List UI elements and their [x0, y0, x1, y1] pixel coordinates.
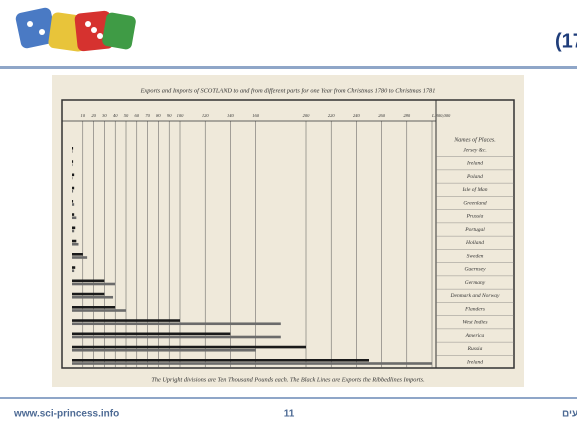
slide-title: מאזן הסחר אנגליה סקוטלנד (פלייפר 1786): [555, 30, 577, 52]
bar: [72, 147, 73, 150]
bar: [72, 174, 74, 177]
chart-caption: The Upright divisions are Ten Thousand P…: [151, 376, 424, 383]
x-tick-label: 100: [177, 113, 185, 118]
bar: [72, 253, 83, 256]
category-label: Greenland: [463, 200, 487, 206]
x-tick-label: 240: [353, 113, 361, 118]
x-tick-label: 160: [252, 113, 260, 118]
category-label: Ireland: [466, 359, 483, 365]
bar: [72, 359, 369, 362]
category-label: West Indies: [462, 320, 487, 326]
x-tick-label: 50: [124, 113, 129, 118]
category-label: Portugal: [464, 227, 485, 233]
header-rule: [0, 66, 577, 69]
column-header: Names of Places.: [453, 136, 496, 143]
x-tick-label: 70: [145, 113, 150, 118]
category-label: Denmark and Norway: [450, 293, 500, 299]
bar: [72, 227, 75, 230]
bar: [72, 177, 73, 180]
footer-website: www.sci-princess.info: [13, 409, 119, 420]
slide: מאזן הסחר אנגליה סקוטלנד (פלייפר 1786) E…: [0, 0, 577, 424]
x-tick-label: 260: [378, 113, 386, 118]
category-label: Ireland: [466, 161, 483, 167]
x-tick-label: 60: [135, 113, 140, 118]
bar: [72, 243, 78, 246]
category-label: Poland: [466, 174, 483, 180]
bar: [72, 160, 73, 163]
category-label: Prussia: [466, 214, 484, 220]
bar: [72, 280, 104, 283]
x-tick-label: 40: [113, 113, 118, 118]
bar: [72, 256, 87, 259]
chart-title: Exports and Imports of SCOTLAND to and f…: [140, 87, 436, 94]
category-label: Flanders: [464, 306, 485, 312]
bar: [72, 213, 74, 216]
bar: [72, 319, 180, 322]
footer-page: 11: [284, 409, 295, 420]
bar: [72, 296, 113, 299]
x-tick-label: 80: [156, 113, 161, 118]
x-tick-label: 10: [81, 113, 86, 118]
x-tick-label: 280: [403, 113, 411, 118]
category-label: Jersey &c.: [463, 147, 487, 153]
bar: [72, 306, 115, 309]
bar: [72, 322, 281, 325]
bar: [72, 240, 76, 243]
x-tick-label: 120: [202, 113, 210, 118]
bar: [72, 230, 74, 233]
category-label: Russia: [467, 346, 483, 352]
bar: [72, 336, 281, 339]
x-tick-label: 30: [102, 113, 107, 118]
bar: [72, 190, 73, 193]
bar: [72, 349, 256, 352]
bar: [72, 362, 432, 365]
x-tick-label: 90: [167, 113, 172, 118]
category-label: Isle of Man: [461, 186, 487, 193]
footer-brand: נסיכת המדעים: [562, 409, 577, 420]
bar: [72, 163, 73, 166]
category-label: Sweden: [467, 253, 484, 259]
x-tick-label: 220: [328, 113, 336, 118]
bar: [72, 309, 126, 312]
bar: [72, 346, 306, 349]
bar: [72, 333, 230, 336]
bar: [72, 150, 73, 153]
category-label: America: [465, 333, 485, 339]
bar: [72, 203, 74, 206]
x-tick-label: 140: [227, 113, 235, 118]
category-label: Holland: [465, 240, 484, 246]
chart-image: [52, 75, 524, 387]
bar: [72, 200, 73, 203]
x-tick-label: 200: [303, 113, 311, 118]
bar: [72, 266, 75, 269]
bar: [72, 283, 115, 286]
page: מאזן הסחר אנגליה סקוטלנד (פלייפר 1786) E…: [0, 0, 577, 424]
bar: [72, 293, 104, 296]
category-label: Guernsey: [464, 267, 486, 273]
bar: [72, 187, 74, 190]
bar: [72, 269, 74, 272]
category-label: Germany: [465, 280, 486, 286]
x-tick-label: 20: [91, 113, 96, 118]
bar: [72, 216, 76, 219]
